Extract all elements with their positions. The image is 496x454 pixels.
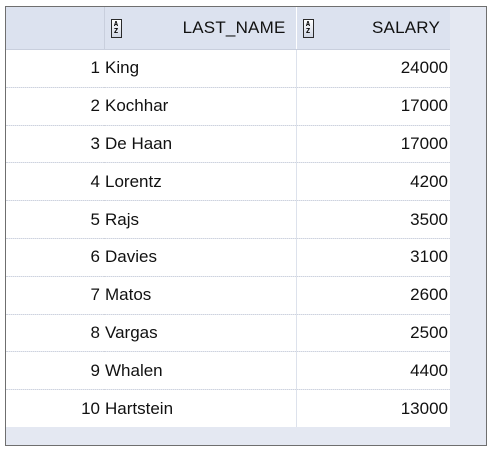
cell-last-name[interactable]: Kochhar (104, 87, 297, 126)
cell-last-name[interactable]: Vargas (104, 314, 297, 353)
row-number: 4 (6, 162, 104, 202)
row-number-header (6, 7, 105, 50)
column-header-label: LAST_NAME (182, 18, 286, 37)
sort-icon-a: A (305, 20, 311, 28)
table-row[interactable]: 9 Whalen 4400 (6, 351, 450, 391)
table-row[interactable]: 3 De Haan 17000 (6, 125, 450, 164)
table-row[interactable]: 5 Rajs 3500 (6, 200, 450, 239)
cell-salary[interactable]: 2600 (296, 276, 450, 315)
row-number: 9 (6, 351, 104, 391)
cell-salary[interactable]: 17000 (296, 87, 450, 126)
table-row[interactable]: 2 Kochhar 17000 (6, 87, 450, 126)
cell-salary[interactable]: 2500 (296, 314, 450, 353)
cell-last-name[interactable]: King (104, 49, 297, 88)
table-row[interactable]: 4 Lorentz 4200 (6, 162, 450, 202)
results-table: A Z LAST_NAME A Z SALARY (6, 7, 450, 427)
row-number: 7 (6, 276, 104, 315)
cell-last-name[interactable]: Matos (104, 276, 297, 315)
cell-last-name[interactable]: De Haan (104, 125, 297, 164)
row-number: 6 (6, 238, 104, 277)
row-number: 2 (6, 87, 104, 126)
cell-last-name[interactable]: Lorentz (104, 162, 297, 202)
sort-az-icon[interactable]: A Z (302, 18, 314, 38)
cell-last-name[interactable]: Davies (104, 238, 297, 277)
table-row[interactable]: 10 Hartstein 13000 (6, 389, 450, 427)
cell-salary[interactable]: 4400 (296, 351, 450, 391)
results-grid: A Z LAST_NAME A Z SALARY (5, 6, 487, 446)
cell-salary[interactable]: 13000 (296, 389, 450, 427)
sort-az-icon[interactable]: A Z (110, 18, 122, 38)
table-row[interactable]: 6 Davies 3100 (6, 238, 450, 277)
row-number: 5 (6, 200, 104, 239)
table-row[interactable]: 7 Matos 2600 (6, 276, 450, 315)
column-header-salary[interactable]: A Z SALARY (296, 7, 450, 50)
cell-last-name[interactable]: Whalen (104, 351, 297, 391)
row-number: 1 (6, 49, 104, 88)
row-number: 3 (6, 125, 104, 164)
cell-salary[interactable]: 4200 (296, 162, 450, 202)
header-row: A Z LAST_NAME A Z SALARY (6, 7, 450, 50)
cell-salary[interactable]: 17000 (296, 125, 450, 164)
sort-icon-z: Z (113, 27, 119, 35)
row-number: 10 (6, 389, 104, 427)
cell-salary[interactable]: 24000 (296, 49, 450, 88)
table-row[interactable]: 8 Vargas 2500 (6, 314, 450, 353)
table-row[interactable]: 1 King 24000 (6, 49, 450, 88)
column-header-label: SALARY (372, 18, 440, 37)
cell-salary[interactable]: 3100 (296, 238, 450, 277)
column-header-last-name[interactable]: A Z LAST_NAME (104, 7, 297, 50)
cell-last-name[interactable]: Rajs (104, 200, 297, 239)
sort-icon-a: A (113, 20, 119, 28)
sort-icon-z: Z (305, 27, 311, 35)
cell-salary[interactable]: 3500 (296, 200, 450, 239)
row-number: 8 (6, 314, 104, 353)
cell-last-name[interactable]: Hartstein (104, 389, 297, 427)
